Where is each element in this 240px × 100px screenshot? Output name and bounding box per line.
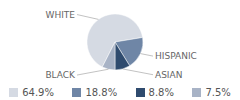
- svg-text:BLACK: BLACK: [45, 70, 76, 80]
- html-text:18.8%: 18.8%: [85, 86, 118, 98]
- svg-text:WHITE: WHITE: [45, 10, 75, 20]
- svg-text:HISPANIC: HISPANIC: [155, 51, 197, 61]
- svg-text:ASIAN: ASIAN: [155, 70, 182, 80]
- html-text:7.5%: 7.5%: [205, 86, 231, 98]
- html-text:64.9%: 64.9%: [22, 86, 54, 98]
- html-text:8.8%: 8.8%: [148, 86, 174, 98]
